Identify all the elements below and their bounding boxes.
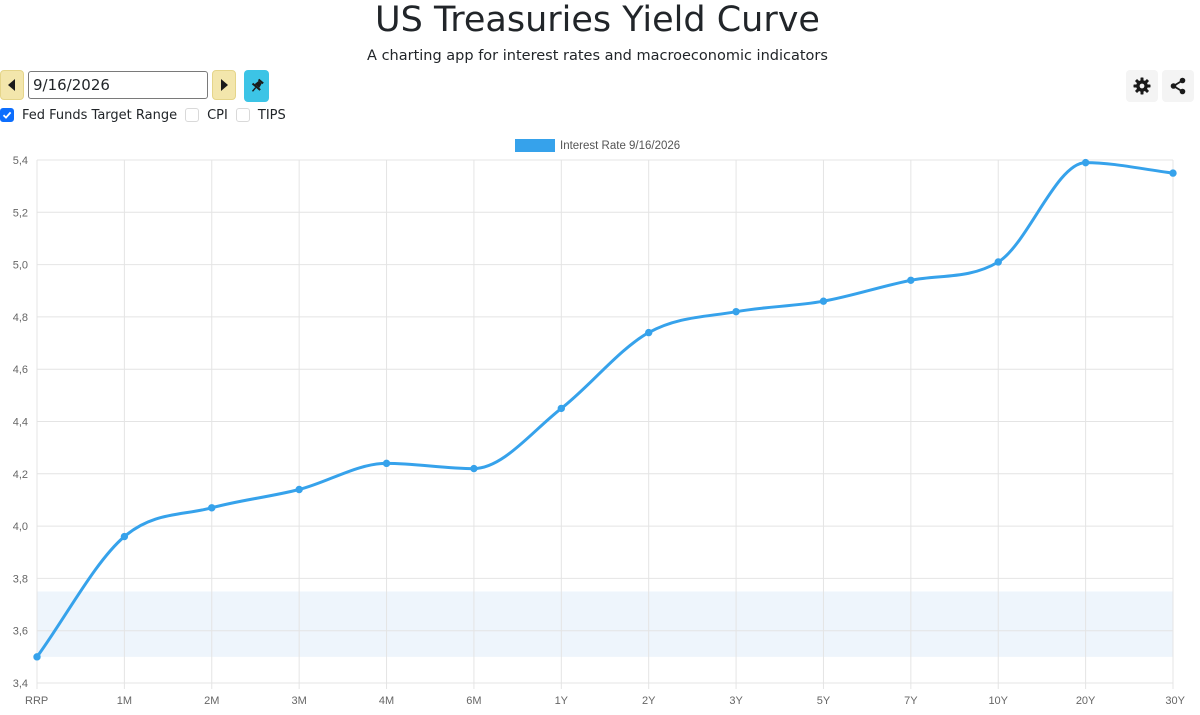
settings-button[interactable] (1126, 70, 1158, 102)
x-tick-label: 10Y (988, 695, 1008, 707)
x-tick-label: 3Y (729, 695, 743, 707)
data-point-rrp[interactable] (33, 653, 41, 661)
y-tick-label: 3,8 (13, 573, 28, 585)
data-point-2m[interactable] (208, 504, 216, 512)
page-title: US Treasuries Yield Curve (375, 0, 820, 40)
x-tick-label: 4M (379, 695, 394, 707)
option-tips[interactable]: TIPS (235, 107, 286, 123)
overlay-options: Fed Funds Target Range CPI TIPS (0, 105, 294, 125)
gear-icon (1133, 77, 1151, 95)
caret-left-icon (8, 79, 15, 91)
data-point-3y[interactable] (732, 307, 740, 316)
y-tick-label: 5,4 (13, 155, 28, 167)
pin-icon (251, 78, 264, 92)
option-cpi[interactable]: CPI (185, 108, 228, 123)
data-point-4m[interactable] (382, 459, 391, 468)
data-point-3m[interactable] (295, 485, 303, 494)
x-tick-label: 5Y (817, 695, 831, 707)
y-tick-label: 5,0 (13, 260, 28, 272)
cpi-checkbox[interactable] (185, 108, 200, 122)
check-icon (2, 111, 12, 119)
chart-legend[interactable]: Interest Rate 9/16/2026 (515, 139, 680, 152)
page-subtitle: A charting app for interest rates and ma… (367, 48, 828, 64)
data-point-1y[interactable] (557, 404, 566, 413)
x-tick-label: 1Y (555, 695, 569, 707)
pin-button[interactable] (244, 70, 269, 102)
date-input[interactable] (28, 71, 208, 99)
fed-funds-range-band (37, 591, 1173, 657)
legend-swatch (515, 139, 555, 152)
tips-label: TIPS (257, 107, 286, 123)
x-tick-label: 7Y (904, 695, 918, 707)
x-tick-label: 2M (204, 695, 219, 707)
x-tick-label: 30Y (1165, 695, 1185, 707)
caret-right-icon (221, 79, 228, 91)
data-point-5y[interactable] (819, 297, 828, 305)
data-point-10y[interactable] (994, 258, 1002, 266)
x-tick-label: 6M (466, 695, 481, 707)
y-tick-label: 4,8 (13, 312, 28, 324)
y-tick-label: 4,2 (13, 469, 28, 481)
next-date-button[interactable] (212, 70, 236, 100)
y-tick-label: 4,0 (13, 521, 28, 533)
x-tick-label: 2Y (642, 695, 656, 707)
tips-checkbox[interactable] (235, 108, 250, 122)
interest-rate-line (35, 161, 1174, 658)
fed-funds-label: Fed Funds Target Range (22, 107, 178, 123)
y-tick-label: 3,6 (13, 626, 28, 638)
legend-label: Interest Rate 9/16/2026 (560, 140, 680, 152)
data-point-20y[interactable] (1081, 158, 1090, 167)
previous-date-button[interactable] (0, 70, 24, 100)
data-point-30y[interactable] (1169, 169, 1177, 177)
cpi-label: CPI (207, 107, 228, 123)
y-tick-label: 4,4 (13, 417, 28, 429)
share-icon (1170, 77, 1186, 95)
y-tick-label: 3,4 (13, 678, 28, 690)
data-point-7y[interactable] (907, 276, 915, 284)
x-tick-label: 20Y (1076, 695, 1096, 707)
data-point-1m[interactable] (120, 532, 129, 541)
data-point-6m[interactable] (470, 464, 478, 473)
y-tick-label: 5,2 (13, 207, 28, 219)
x-tick-label: 1M (117, 695, 132, 707)
yield-curve-chart: Interest Rate 9/16/2026 3,4 3,6 3,8 4,0 4,2 4… (13, 139, 1186, 707)
data-point-2y[interactable] (644, 328, 653, 337)
share-button[interactable] (1162, 70, 1194, 102)
y-tick-label: 4,6 (13, 364, 28, 376)
x-tick-label: RRP (25, 695, 48, 707)
option-fed-funds[interactable]: Fed Funds Target Range (0, 108, 177, 123)
fed-funds-checkbox[interactable] (0, 108, 14, 122)
x-tick-label: 3M (292, 695, 307, 707)
